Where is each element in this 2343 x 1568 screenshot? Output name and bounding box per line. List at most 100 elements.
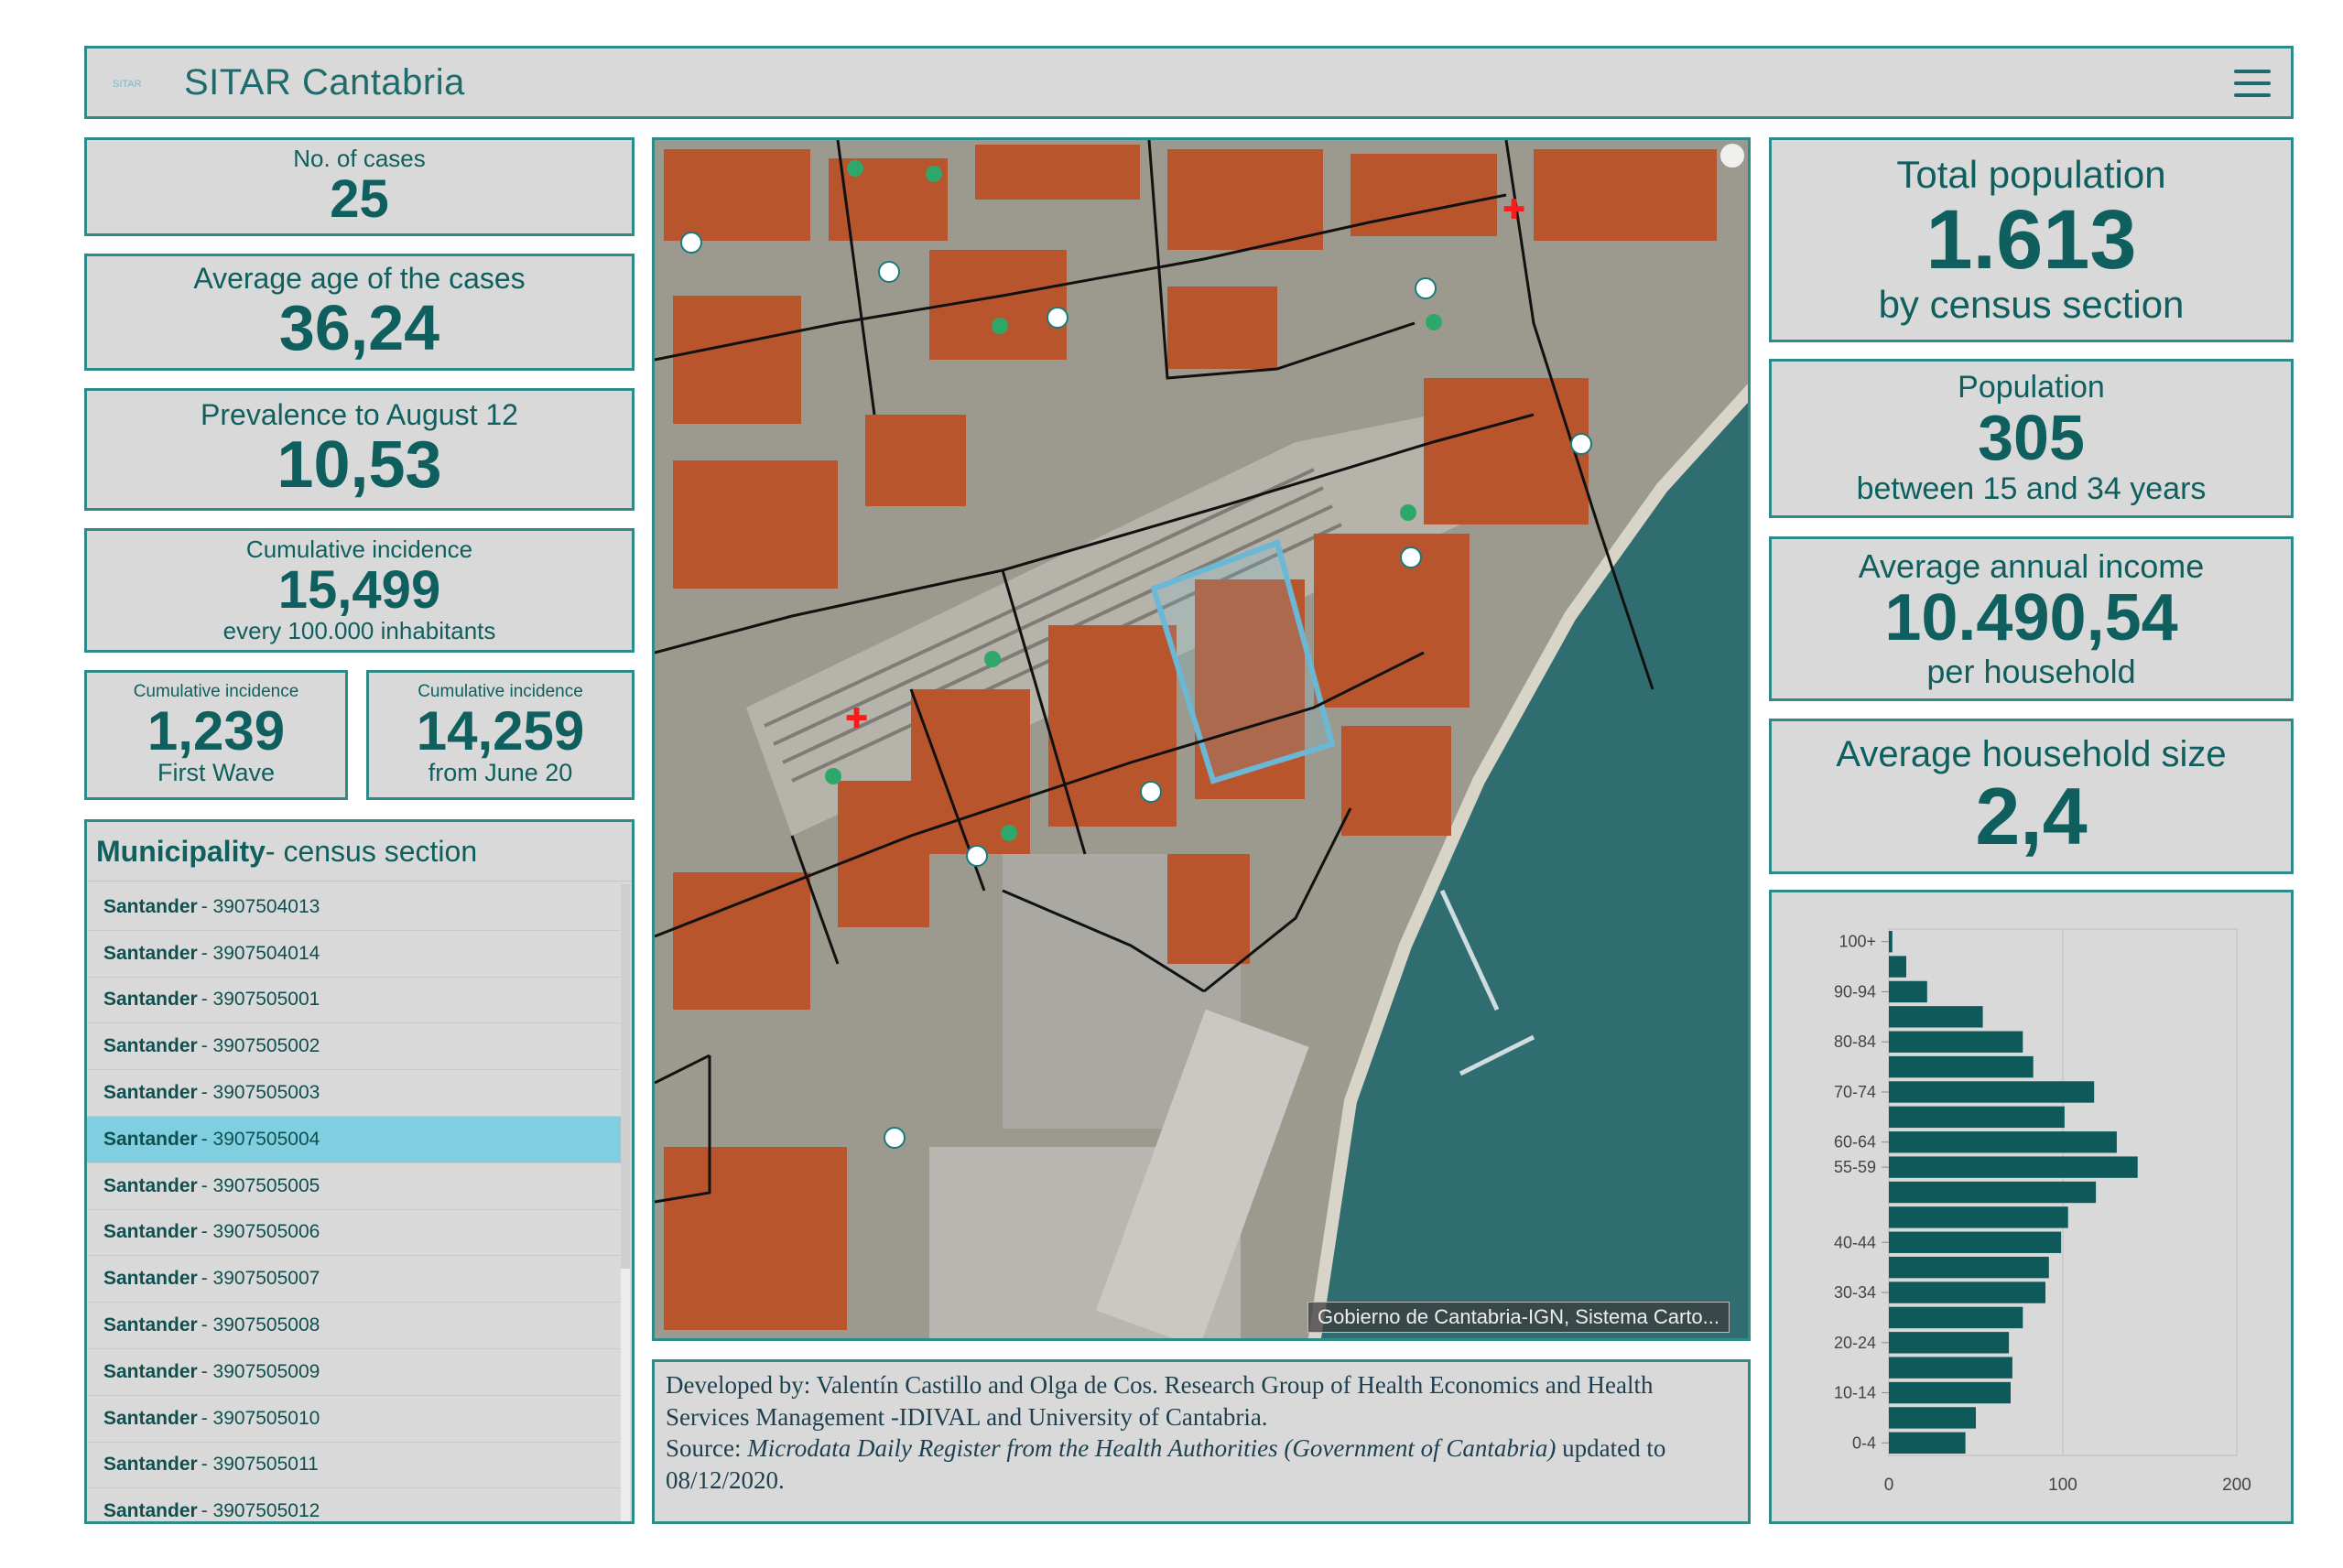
- list-item-section: - 3907505003: [201, 1082, 320, 1104]
- list-rows: Santander - 3907504013 Santander - 39075040…: [87, 884, 623, 1521]
- bar-95-99: [1889, 956, 1906, 978]
- list-item[interactable]: Santander - 3907505001: [87, 978, 623, 1024]
- cases-value: 25: [330, 168, 389, 229]
- total-population-sub: by census section: [1878, 283, 2185, 327]
- bar-50-54: [1889, 1181, 2097, 1204]
- list-item-section: - 3907504014: [201, 942, 320, 964]
- y-tick-label: 70-74: [1834, 1083, 1876, 1101]
- list-item-municipality: Santander: [103, 989, 198, 1011]
- from-june-label: Cumulative incidence: [418, 682, 583, 702]
- health-center-icon[interactable]: [680, 232, 702, 254]
- health-center-icon[interactable]: [1400, 546, 1422, 568]
- list-item-section: - 3907505001: [201, 989, 320, 1011]
- prevalence-card: Prevalence to August 12 10,53: [84, 388, 635, 511]
- bar-20-24: [1889, 1332, 2010, 1354]
- hospital-icon[interactable]: ✚: [1502, 195, 1526, 225]
- list-item[interactable]: Santander - 3907505005: [87, 1163, 623, 1210]
- list-item[interactable]: Santander - 3907505008: [87, 1303, 623, 1349]
- bar-100+: [1889, 931, 1893, 953]
- list-item-section: - 3907505004: [201, 1128, 320, 1150]
- bar-75-79: [1889, 1055, 2034, 1078]
- health-center-icon[interactable]: [1570, 433, 1592, 455]
- bar-45-49: [1889, 1206, 2068, 1228]
- list-item[interactable]: Santander - 3907504014: [87, 931, 623, 978]
- bar-30-34: [1889, 1281, 2045, 1303]
- list-item[interactable]: Santander - 3907505009: [87, 1349, 623, 1396]
- from-june-sub: from June 20: [428, 759, 573, 787]
- population-15-34-value: 305: [1978, 402, 2085, 474]
- app-title: SITAR Cantabria: [184, 61, 465, 103]
- bar-55-59: [1889, 1156, 2138, 1178]
- cumulative-incidence-label: Cumulative incidence: [245, 535, 473, 563]
- average-age-label: Average age of the cases: [193, 261, 526, 295]
- from-june-value: 14,259: [416, 700, 585, 762]
- list-item[interactable]: Santander - 3907505012: [87, 1488, 623, 1521]
- pharmacy-cross-icon[interactable]: [926, 166, 942, 182]
- scrollbar-thumb[interactable]: [621, 884, 630, 1269]
- bar-0-4: [1889, 1432, 1966, 1454]
- hamburger-menu-icon[interactable]: [2234, 65, 2271, 102]
- household-size-value: 2,4: [1975, 770, 2088, 861]
- from-june-card: Cumulative incidence 14,259 from June 20: [366, 670, 635, 800]
- pharmacy-cross-icon[interactable]: [847, 160, 863, 177]
- svg-text:SITAR: SITAR: [113, 79, 142, 90]
- list-item-section: - 3907505002: [201, 1035, 320, 1057]
- bar-60-64: [1889, 1131, 2117, 1153]
- map-imagery[interactable]: [655, 140, 1751, 1341]
- credits-source-suffix: updated to 08/12/2020.: [666, 1434, 1666, 1494]
- pharmacy-cross-icon[interactable]: [1001, 825, 1017, 841]
- age-pyramid-svg: 0 100 200 0-4 10-14 20-24 30-34 40-44 55-59 60-64…: [1834, 928, 2251, 1495]
- first-wave-value: 1,239: [146, 700, 286, 762]
- health-center-icon[interactable]: [878, 261, 900, 283]
- list-header: Municipality - census section: [87, 822, 632, 881]
- list-item-municipality: Santander: [103, 1082, 198, 1104]
- population-15-34-sub: between 15 and 34 years: [1856, 470, 2207, 506]
- y-tick-label: 80-84: [1834, 1033, 1876, 1051]
- list-item[interactable]: Santander - 3907505011: [87, 1443, 623, 1489]
- health-center-icon[interactable]: [884, 1127, 906, 1149]
- credits-developed-by: Developed by: Valentín Castillo and Olga…: [666, 1371, 1654, 1431]
- health-center-icon[interactable]: [1047, 307, 1068, 329]
- hospital-icon[interactable]: ✚: [845, 704, 869, 734]
- list-item[interactable]: Santander - 3907504013: [87, 884, 623, 931]
- list-item-municipality: Santander: [103, 1454, 198, 1476]
- list-item-section: - 3907505010: [201, 1407, 320, 1429]
- list-header-rest: - census section: [265, 834, 478, 868]
- y-tick-label: 0-4: [1852, 1433, 1876, 1452]
- x-tick-label: 200: [2222, 1476, 2251, 1495]
- list-item-municipality: Santander: [103, 1174, 198, 1196]
- list-item[interactable]: Santander - 3907505006: [87, 1210, 623, 1257]
- health-center-icon[interactable]: [1415, 277, 1437, 299]
- list-item[interactable]: Santander - 3907505007: [87, 1256, 623, 1303]
- health-center-icon[interactable]: [1140, 781, 1162, 803]
- population-15-34-card: Population 305 between 15 and 34 years: [1769, 359, 2294, 518]
- list-item[interactable]: Santander - 3907505004: [87, 1116, 623, 1163]
- list-item-section: - 3907505005: [201, 1174, 320, 1196]
- pharmacy-cross-icon[interactable]: [1426, 314, 1442, 330]
- list-item[interactable]: Santander - 3907505003: [87, 1070, 623, 1117]
- first-wave-sub: First Wave: [157, 759, 275, 787]
- pharmacy-cross-icon[interactable]: [984, 651, 1001, 667]
- cases-card: No. of cases 25: [84, 137, 635, 236]
- health-center-icon[interactable]: [966, 845, 988, 867]
- list-scrollbar[interactable]: [621, 884, 630, 1521]
- list-item-municipality: Santander: [103, 1314, 198, 1336]
- list-item[interactable]: Santander - 3907505002: [87, 1023, 623, 1071]
- average-income-card: Average annual income 10.490,54 per hous…: [1769, 536, 2294, 701]
- satellite-map[interactable]: ✚ ✚ Gobierno de Cantabria-IGN, Sistema C…: [652, 137, 1751, 1341]
- sitar-logo: SITAR: [109, 69, 164, 96]
- pharmacy-cross-icon[interactable]: [992, 318, 1008, 334]
- expand-icon[interactable]: [1719, 142, 1746, 169]
- list-item[interactable]: Santander - 3907505010: [87, 1396, 623, 1443]
- pharmacy-cross-icon[interactable]: [825, 768, 841, 784]
- cumulative-incidence-card: Cumulative incidence 15,499 every 100.00…: [84, 528, 635, 653]
- average-income-sub: per household: [1926, 652, 2136, 690]
- pharmacy-cross-icon[interactable]: [1400, 504, 1416, 521]
- list-item-section: - 3907505011: [201, 1454, 319, 1476]
- x-tick-label: 100: [2048, 1476, 2077, 1495]
- app-header: SITAR SITAR Cantabria: [84, 46, 2294, 119]
- bar-90-94: [1889, 980, 1927, 1003]
- list-header-bold: Municipality: [96, 834, 266, 868]
- list-item-municipality: Santander: [103, 1407, 198, 1429]
- prevalence-value: 10,53: [277, 427, 442, 502]
